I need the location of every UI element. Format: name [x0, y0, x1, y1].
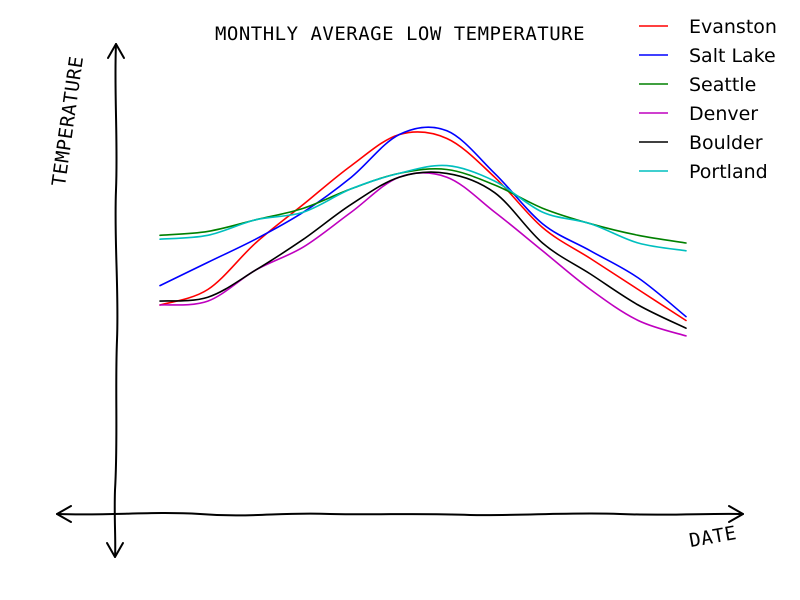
legend-label-evanston: Evanston [689, 16, 777, 38]
x-axis-line [56, 512, 744, 517]
y-axis-line [113, 43, 119, 558]
series-line-salt-lake [159, 126, 687, 318]
x-axis-arrow-right [728, 505, 744, 523]
legend-item-salt-lake: Salt Lake [639, 45, 776, 67]
legend-item-seattle: Seattle [639, 74, 756, 96]
series-layer [159, 126, 687, 337]
legend-label-denver: Denver [689, 103, 758, 125]
chart-title: MONTHLY AVERAGE LOW TEMPERATURE [215, 23, 585, 45]
y-axis-arrow-top [107, 43, 125, 59]
series-line-boulder [159, 171, 687, 329]
legend-label-boulder: Boulder [689, 132, 763, 154]
legend-item-portland: Portland [639, 161, 768, 183]
y-axis-arrow-bottom [106, 542, 124, 558]
series-line-portland [159, 164, 687, 252]
legend-item-boulder: Boulder [639, 132, 763, 154]
legend: Evanston Salt Lake Seattle Denver Boulder Por… [639, 16, 777, 183]
legend-item-evanston: Evanston [639, 16, 777, 38]
legend-label-portland: Portland [689, 161, 768, 183]
x-axis-arrow-left [56, 505, 72, 523]
legend-item-denver: Denver [639, 103, 758, 125]
legend-label-seattle: Seattle [689, 74, 756, 96]
legend-label-salt-lake: Salt Lake [689, 45, 776, 67]
series-line-evanston [159, 131, 687, 322]
